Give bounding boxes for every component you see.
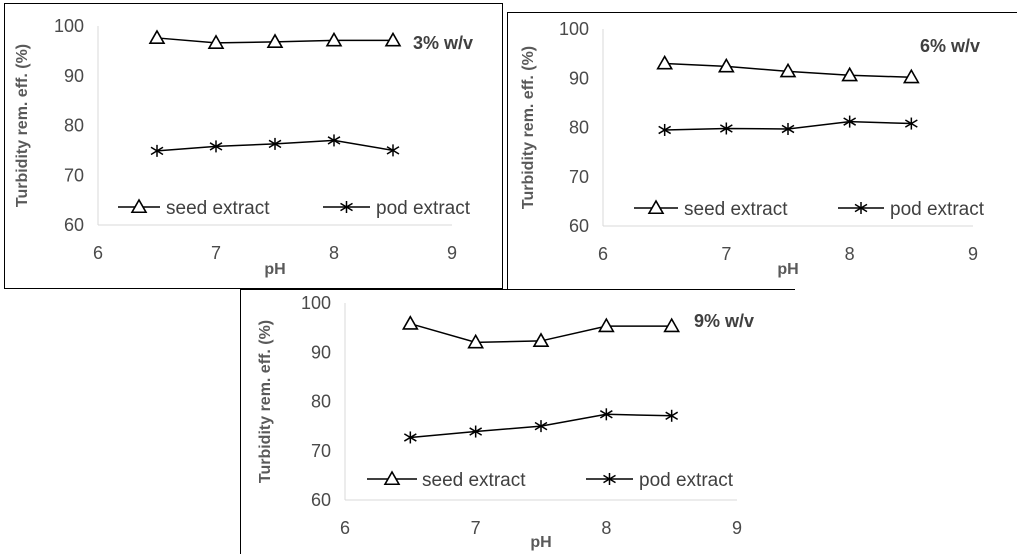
legend-label-seed: seed extract [684,199,788,220]
chart-panel-3pct: 60 70 80 90 100 6 7 8 9 Turbidity rem. eff. (%) pH… [4,3,503,289]
y-tick-label: 80 [569,118,589,138]
y-tick-label: 100 [54,16,84,36]
y-axis-title: Turbidity rem. eff. (%) [14,44,31,207]
y-tick-label: 90 [64,66,84,86]
chart-9pct: 60 70 80 90 100 6 7 8 9 Turbidity rem. eff. (%) pH… [241,290,796,555]
chart-panel-9pct: 60 70 80 90 100 6 7 8 9 Turbidity rem. eff. (%) pH… [240,289,795,554]
x-tick-label: 6 [93,243,103,263]
concentration-annotation: 9% w/v [694,311,754,331]
y-tick-label: 70 [569,167,589,187]
y-tick-label: 100 [301,293,331,313]
y-tick-label: 70 [311,441,331,461]
x-tick-label: 6 [340,518,350,538]
chart-3pct: 60 70 80 90 100 6 7 8 9 Turbidity rem. eff. (%) pH… [5,4,504,290]
data-point-seed [268,35,282,47]
y-tick-label: 80 [64,116,84,136]
data-point-seed [658,56,672,68]
data-point-seed [665,319,679,331]
data-point-seed [327,33,341,45]
x-tick-label: 6 [598,244,608,264]
concentration-annotation: 3% w/v [413,33,473,53]
x-tick-label: 8 [329,243,339,263]
x-tick-label: 8 [845,244,855,264]
legend-label-pod: pod extract [639,470,734,491]
x-tick-label: 7 [721,244,731,264]
legend-label-seed: seed extract [422,470,526,491]
y-tick-label: 60 [64,215,84,235]
concentration-annotation: 6% w/v [920,36,980,56]
x-axis-title: pH [530,534,551,551]
x-tick-label: 7 [211,243,221,263]
legend-label-seed: seed extract [166,198,270,219]
y-tick-label: 100 [559,19,589,39]
y-tick-label: 80 [311,392,331,412]
x-axis-title: pH [264,261,285,278]
x-axis-title: pH [777,261,798,278]
x-tick-label: 9 [447,243,457,263]
legend-label-pod: pod extract [890,199,985,220]
y-tick-label: 90 [569,68,589,88]
legend-marker-seed [385,472,399,484]
legend-label-pod: pod extract [376,198,471,219]
data-point-seed [599,319,613,331]
data-point-seed [150,31,164,43]
data-point-seed [386,33,400,45]
y-axis-title: Turbidity rem. eff. (%) [520,46,537,209]
x-tick-label: 7 [471,518,481,538]
legend-marker-seed [132,200,146,212]
y-tick-label: 60 [569,216,589,236]
legend-marker-seed [649,201,663,213]
chart-panel-6pct: 60 70 80 90 100 6 7 8 9 Turbidity rem. eff. (%) pH… [507,12,1017,292]
y-axis-title: Turbidity rem. eff. (%) [257,320,274,483]
x-tick-label: 9 [968,244,978,264]
y-tick-label: 90 [311,342,331,362]
x-tick-label: 8 [601,518,611,538]
data-point-seed [403,317,417,329]
x-tick-label: 9 [732,518,742,538]
chart-6pct: 60 70 80 90 100 6 7 8 9 Turbidity rem. eff. (%) pH… [508,13,1017,293]
y-tick-label: 60 [311,490,331,510]
y-tick-label: 70 [64,165,84,185]
